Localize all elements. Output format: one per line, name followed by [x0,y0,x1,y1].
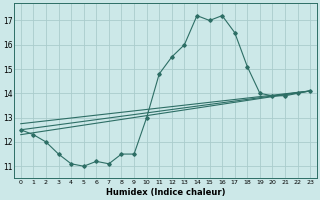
X-axis label: Humidex (Indice chaleur): Humidex (Indice chaleur) [106,188,225,197]
